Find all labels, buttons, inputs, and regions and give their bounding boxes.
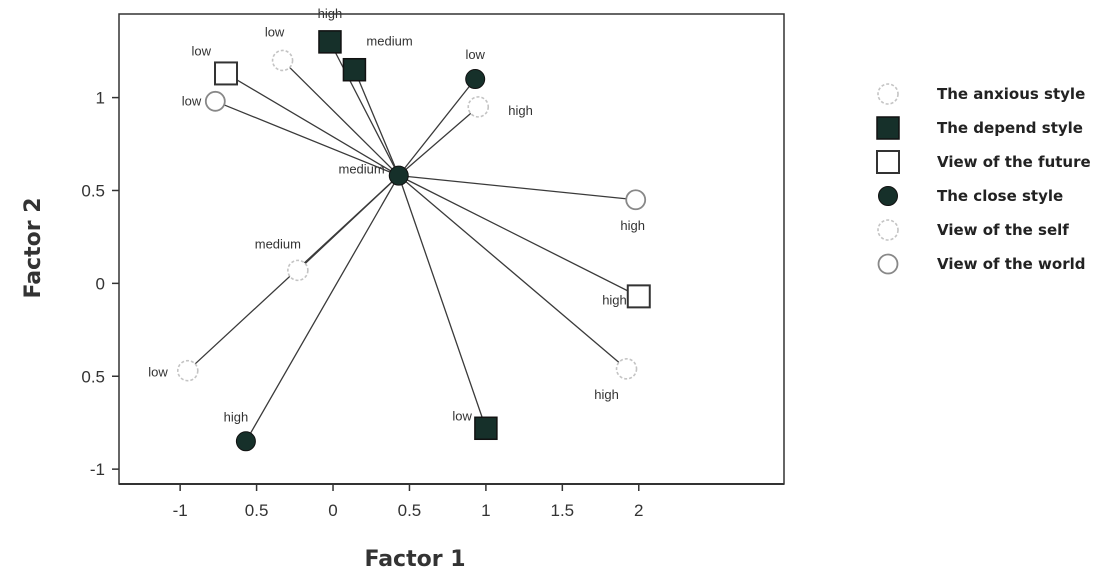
data-point (342, 57, 367, 82)
legend-marker (878, 186, 898, 206)
data-point (214, 61, 239, 86)
connector-line (245, 175, 400, 442)
x-tick-label: 1.5 (551, 501, 575, 520)
legend-label: View of the self (937, 221, 1069, 239)
point-label: low (265, 24, 285, 39)
legend: The anxious style The depend style View of… (876, 83, 1091, 275)
point-label: high (508, 103, 533, 118)
data-point (615, 358, 638, 380)
data-point (204, 90, 226, 112)
y-tick-label: -1 (90, 460, 105, 479)
legend-label: View of the world (937, 255, 1085, 273)
y-axis-ticks: 1 0.5 0 0.5 -1 (81, 89, 119, 479)
connector-line (225, 72, 400, 177)
connector-line (353, 69, 400, 176)
data-point (287, 259, 309, 282)
connector-line (282, 59, 400, 177)
data-point (318, 30, 342, 54)
point-label: high (224, 409, 249, 424)
x-tick-label: -1 (173, 501, 188, 520)
x-tick-label: 0 (328, 501, 337, 520)
data-point (388, 165, 409, 186)
legend-marker (876, 150, 900, 174)
data-point (465, 69, 486, 90)
connector-line (215, 100, 400, 177)
point-label: high (318, 6, 343, 21)
x-tick-label: 0.5 (245, 501, 269, 520)
y-tick-label: 0.5 (81, 181, 105, 200)
point-label: low (148, 365, 168, 380)
point-label: medium (339, 162, 385, 177)
y-axis-title: Factor 2 (21, 197, 46, 298)
legend-marker (877, 83, 899, 105)
data-point (467, 96, 490, 118)
data-point (235, 431, 256, 452)
point-label: medium (366, 34, 412, 49)
connector-line (398, 106, 479, 177)
connector-line (398, 78, 476, 177)
connector-line (398, 174, 636, 201)
data-point (625, 189, 647, 211)
legend-marker (876, 116, 900, 140)
connector-line (398, 175, 627, 370)
legend-label: The depend style (937, 119, 1083, 137)
data-point (176, 359, 199, 382)
legend-label: The anxious style (937, 85, 1085, 103)
x-tick-label: 2 (634, 501, 643, 520)
connector-lines (187, 41, 640, 442)
legend-marker (877, 219, 899, 241)
point-label: high (602, 292, 627, 307)
data-point (474, 416, 498, 441)
x-tick-label: 1 (481, 501, 490, 520)
data-point (626, 284, 651, 309)
legend-label: View of the future (937, 153, 1091, 171)
connector-line (398, 175, 640, 297)
point-label: low (452, 408, 472, 423)
legend-label: The close style (937, 187, 1063, 205)
point-label: low (465, 47, 485, 62)
data-point (271, 49, 294, 72)
point-label: low (182, 93, 202, 108)
connector-line (329, 41, 400, 176)
x-tick-label: 0.5 (398, 501, 422, 520)
data-points: high medium low high medium low low high low medi… (148, 6, 651, 452)
legend-marker (877, 253, 899, 275)
y-tick-label: 0.5 (81, 367, 105, 386)
connector-line (398, 175, 487, 429)
y-tick-label: 1 (96, 89, 105, 108)
x-axis-ticks: -1 0.5 0 0.5 1 1.5 2 (173, 484, 644, 520)
point-label: high (620, 218, 645, 233)
point-label: medium (255, 236, 301, 251)
y-tick-label: 0 (96, 274, 105, 293)
point-label: low (191, 43, 211, 58)
point-label: high (594, 387, 619, 402)
x-axis-title: Factor 1 (364, 547, 465, 572)
